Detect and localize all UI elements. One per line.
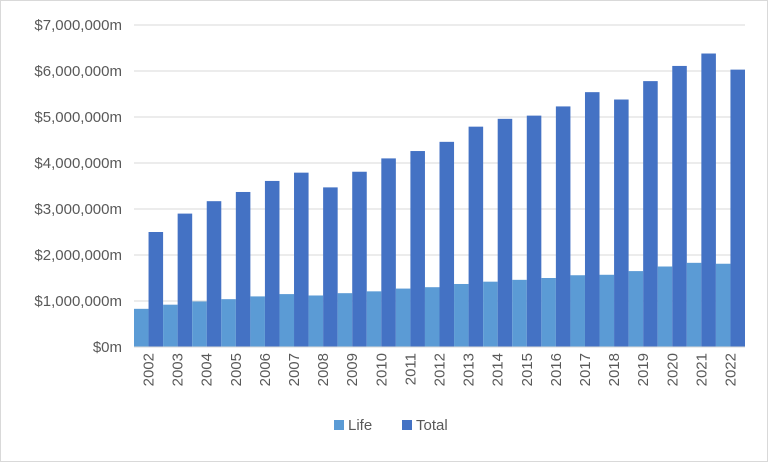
bar-total-2014: [497, 118, 513, 347]
x-tick-label: 2007: [286, 353, 303, 386]
y-tick-label: $3,000,000m: [34, 201, 122, 218]
x-tick-label: 2006: [257, 353, 274, 386]
bar-life-2022: [715, 263, 731, 347]
bar-total-2010: [381, 158, 396, 347]
y-tick-label: $1,000,000m: [34, 293, 122, 310]
bar-total-2005: [235, 191, 251, 347]
bar-life-2013: [454, 283, 469, 347]
bar-life-2004: [192, 301, 207, 347]
bar-total-2013: [468, 126, 484, 347]
x-tick-label: 2009: [344, 353, 361, 386]
y-tick-label: $7,000,000m: [34, 17, 122, 34]
y-tick-label: $0m: [93, 339, 122, 356]
x-tick-label: 2016: [548, 353, 565, 386]
bar-total-2003: [177, 213, 193, 347]
x-tick-label: 2013: [461, 353, 478, 386]
x-tick-label: 2012: [432, 353, 449, 386]
bar-life-2002: [134, 308, 149, 347]
bar-life-2015: [512, 279, 527, 347]
bar-total-2012: [439, 141, 455, 347]
legend-swatch-total: [402, 420, 412, 430]
bar-life-2011: [395, 288, 411, 347]
bar-life-2006: [250, 296, 265, 347]
y-tick-label: $6,000,000m: [34, 63, 122, 80]
bar-total-2018: [614, 99, 629, 348]
x-tick-label: 2019: [635, 353, 652, 386]
x-tick-label: 2002: [141, 353, 158, 386]
bar-life-2019: [628, 271, 644, 347]
x-tick-label: 2022: [722, 353, 739, 386]
x-tick-label: 2017: [577, 353, 594, 386]
bar-total-2019: [643, 81, 658, 348]
y-tick-label: $5,000,000m: [34, 109, 122, 126]
bar-total-2017: [584, 92, 600, 347]
bar-total-2006: [264, 180, 280, 347]
x-tick-label: 2010: [373, 353, 390, 386]
bar-life-2018: [599, 274, 615, 347]
y-tick-label: $2,000,000m: [34, 247, 122, 264]
bar-total-2004: [206, 201, 222, 347]
bar-life-2009: [337, 293, 353, 347]
x-tick-label: 2008: [315, 353, 332, 386]
x-tick-label: 2005: [228, 353, 245, 386]
bar-life-2017: [570, 275, 585, 347]
x-tick-label: 2004: [199, 353, 216, 386]
x-tick-label: 2003: [170, 353, 187, 386]
bar-life-2020: [657, 266, 673, 347]
bar-total-2020: [672, 65, 687, 347]
x-tick-label: 2020: [664, 353, 681, 386]
legend-label-total: Total: [416, 417, 448, 434]
x-tick-label: 2015: [519, 353, 536, 386]
legend: Life Total: [334, 417, 448, 434]
x-tick-label: 2021: [693, 353, 710, 386]
bar-total-2015: [526, 115, 542, 348]
bars: [134, 53, 745, 348]
bar-total-2011: [410, 151, 425, 347]
bar-total-2016: [555, 106, 571, 347]
bar-life-2021: [686, 262, 702, 347]
bar-total-2002: [148, 232, 164, 347]
bar-total-2007: [294, 172, 309, 347]
bar-life-2003: [163, 304, 178, 347]
x-tick-label: 2014: [490, 353, 507, 386]
x-tick-label: 2018: [606, 353, 623, 386]
x-tick-labels: 2002 2003 2004 2005 2006 2007 2008 2009 2010 2011…: [141, 353, 740, 386]
bar-life-2007: [279, 294, 295, 347]
bar-total-2008: [323, 187, 338, 347]
legend-swatch-life: [334, 420, 344, 430]
bar-life-2010: [366, 291, 382, 347]
bar-life-2008: [308, 295, 324, 347]
y-tick-labels: $0m $1,000,000m $2,000,000m $3,000,000m $4,0…: [34, 17, 122, 356]
bar-total-2009: [352, 171, 367, 347]
bar-life-2005: [221, 299, 236, 347]
bar-life-2014: [483, 281, 498, 347]
bar-life-2012: [424, 287, 440, 347]
bar-total-2021: [701, 53, 716, 348]
bar-life-2016: [541, 278, 556, 347]
bar-total-2022: [730, 69, 745, 348]
y-tick-label: $4,000,000m: [34, 155, 122, 172]
legend-label-life: Life: [348, 417, 372, 434]
x-tick-label: 2011: [402, 353, 419, 385]
